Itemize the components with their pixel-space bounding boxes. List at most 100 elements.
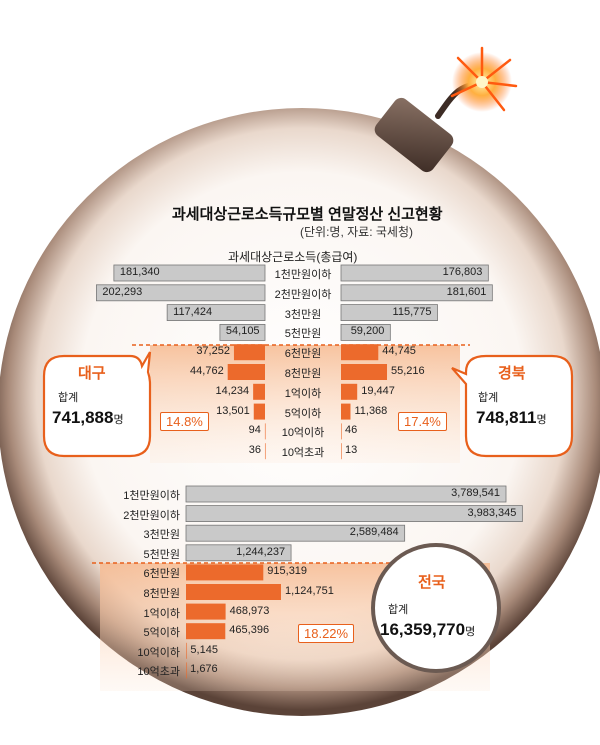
national-value-label: 2,589,484 — [349, 526, 399, 539]
daegu-bar — [166, 304, 266, 322]
gyeongbuk-value-label: 46 — [345, 424, 358, 437]
national-total-label: 합계 — [388, 604, 409, 616]
gyeongbuk-value-label: 176,803 — [442, 266, 483, 278]
national-category-label: 8천만원 — [143, 588, 180, 600]
national-value-label: 5,145 — [190, 643, 218, 656]
category-label: 1천만원이하 — [274, 269, 332, 281]
national-bar — [185, 544, 292, 562]
daegu-value-label: 54,105 — [225, 325, 260, 338]
daegu-value-label: 14,234 — [215, 384, 250, 397]
gyeongbuk-bar — [341, 344, 379, 361]
gyeongbuk-value-label: 19,447 — [361, 384, 395, 397]
national-category-label: 10억이하 — [137, 646, 180, 659]
national-bars — [185, 485, 523, 679]
category-label: 3천만원 — [284, 308, 322, 321]
daegu-share: 14.8% — [160, 412, 209, 431]
daegu-bar — [264, 423, 266, 440]
category-label: 5억이하 — [284, 407, 322, 420]
daegu-value-label: 181,340 — [119, 266, 160, 278]
gyeongbuk-share: 17.4% — [398, 412, 447, 431]
national-total: 16,359,770명 — [380, 620, 476, 639]
national-bar — [185, 505, 523, 523]
daegu-total-label: 합계 — [58, 392, 79, 404]
national-category-label: 2천만원이하 — [123, 509, 180, 522]
gyeongbuk-bar — [340, 323, 391, 341]
gyeongbuk-bar — [340, 264, 489, 282]
national-badge — [371, 543, 501, 673]
daegu-value-label: 202,293 — [102, 285, 143, 298]
category-label: 10억이하 — [281, 427, 325, 440]
national-bar — [185, 524, 406, 542]
gyeongbuk-bar — [340, 284, 493, 302]
national-category-label: 3천만원 — [143, 529, 180, 542]
national-category-label: 1천만원이하 — [123, 490, 180, 502]
gyeongbuk-bar — [341, 423, 342, 440]
daegu-bars — [96, 264, 266, 460]
national-bar — [186, 662, 187, 679]
national-bar — [185, 485, 507, 503]
national-category-label: 6천만원 — [143, 568, 180, 581]
national-value-label: 3,983,345 — [467, 506, 517, 519]
gyeongbuk-value-label: 55,216 — [391, 365, 425, 377]
gyeongbuk-bubble — [451, 354, 574, 458]
gyeongbuk-bar — [341, 364, 388, 380]
national-bar — [186, 623, 226, 640]
category-label: 1억이하 — [284, 387, 322, 400]
gyeongbuk-value-label: 13 — [345, 444, 358, 457]
national-value-label: 915,319 — [267, 565, 308, 578]
gyeongbuk-value-label: 59,200 — [350, 325, 385, 338]
national-value-label: 1,124,751 — [284, 585, 334, 597]
gyeongbuk-name: 경북 — [498, 365, 526, 382]
gyeongbuk-total: 748,811명 — [476, 408, 547, 427]
national-bar — [186, 564, 264, 581]
national-bar — [186, 642, 187, 659]
daegu-bar — [253, 383, 265, 400]
daegu-bar — [96, 284, 266, 302]
national-category-label: 10억초과 — [137, 666, 180, 679]
national-value-label: 1,244,237 — [236, 545, 286, 558]
daegu-value-label: 94 — [248, 424, 261, 437]
daegu-bar — [264, 443, 266, 460]
category-label: 5천만원 — [284, 328, 322, 341]
daegu-bar — [113, 264, 266, 282]
national-category-label: 5천만원 — [143, 548, 180, 561]
gyeongbuk-value-label: 115,775 — [392, 305, 432, 318]
gyeongbuk-bar — [341, 383, 358, 400]
gyeongbuk-total-label: 합계 — [478, 392, 499, 404]
daegu-bubble — [42, 351, 152, 458]
gyeongbuk-value-label: 181,601 — [446, 285, 487, 298]
daegu-name: 대구 — [78, 365, 106, 382]
national-share: 18.22% — [298, 624, 355, 643]
national-category-label: 1억이하 — [143, 607, 180, 620]
daegu-value-label: 117,424 — [173, 305, 213, 318]
gyeongbuk-bar — [341, 443, 342, 460]
category-label: 2천만원이하 — [274, 288, 332, 301]
national-value-label: 3,789,541 — [451, 487, 501, 499]
daegu-total: 741,888명 — [52, 408, 124, 427]
category-label: 8천만원 — [284, 368, 322, 380]
top-highlight-band — [150, 345, 460, 463]
spark-icon — [450, 46, 518, 112]
national-value-label: 468,973 — [229, 604, 270, 617]
daegu-bar — [219, 323, 266, 341]
national-category-label: 5억이하 — [143, 627, 180, 640]
daegu-value-label: 36 — [248, 444, 261, 457]
category-label: 6천만원 — [284, 348, 322, 361]
chart-subtitle: 과세대상근로소득(총급여) — [228, 250, 358, 264]
unit-note: (단위:명, 자료: 국세청) — [300, 225, 413, 239]
daegu-value-label: 44,762 — [190, 365, 224, 377]
daegu-bar — [227, 364, 265, 380]
gyeongbuk-bars — [340, 264, 493, 460]
category-label: 10억초과 — [281, 447, 325, 460]
gyeongbuk-value-label: 44,745 — [382, 345, 416, 358]
daegu-bar — [233, 344, 265, 361]
gyeongbuk-bar — [341, 403, 351, 420]
daegu-value-label: 13,501 — [216, 404, 250, 417]
national-value-label: 465,396 — [229, 624, 270, 637]
national-value-label: 1,676 — [190, 663, 218, 676]
national-bar — [186, 603, 226, 620]
national-bar — [186, 584, 281, 600]
gyeongbuk-value-label: 11,368 — [354, 404, 388, 417]
daegu-value-label: 37,252 — [196, 345, 230, 358]
